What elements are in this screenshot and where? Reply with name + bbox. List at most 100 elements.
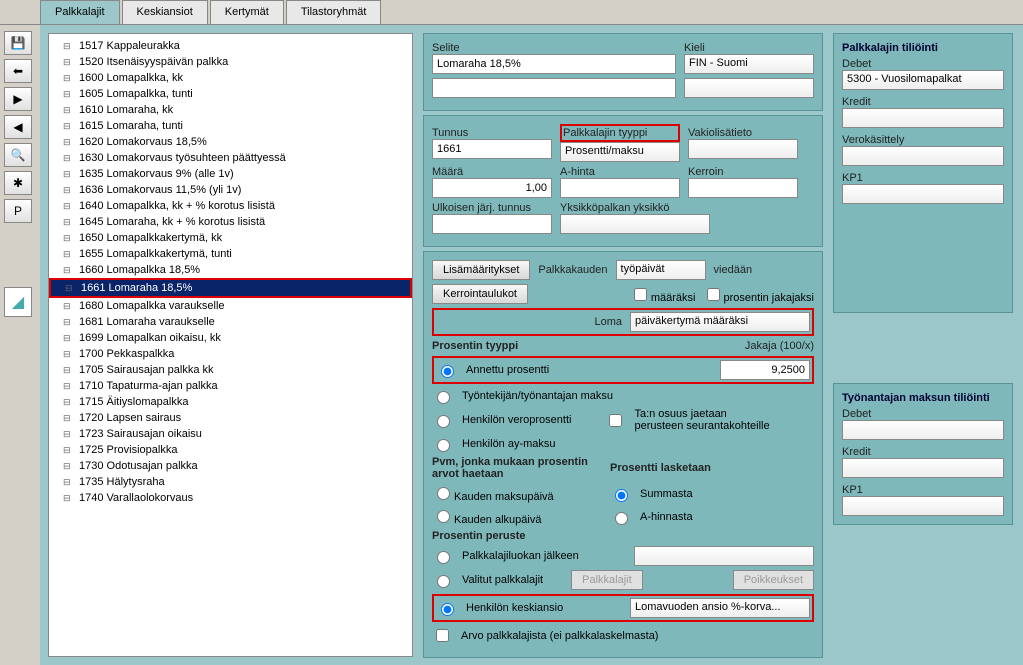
- zoom-icon[interactable]: 🔍: [4, 143, 32, 167]
- tree-item[interactable]: 1660 Lomapalkka 18,5%: [49, 262, 412, 278]
- ahi-label: A-hinnasta: [640, 511, 693, 523]
- tree-item[interactable]: 1610 Lomaraha, kk: [49, 102, 412, 118]
- tab-keskiansiot[interactable]: Keskiansiot: [122, 0, 208, 24]
- pl-header: Prosentti lasketaan: [610, 462, 711, 474]
- plt-select[interactable]: Prosentti/maksu: [560, 142, 680, 162]
- vp-radio[interactable]: [437, 575, 450, 588]
- ulk-input[interactable]: [432, 214, 552, 234]
- tree-item[interactable]: 1710 Tapaturma-ajan palkka: [49, 378, 412, 394]
- jakaja-label: Jakaja (100/x): [745, 340, 814, 352]
- p-button[interactable]: P: [4, 199, 32, 223]
- tunnus-input[interactable]: [432, 139, 552, 159]
- tab-tilastoryhmat[interactable]: Tilastoryhmät: [286, 0, 382, 24]
- tab-bar: Palkkalajit Keskiansiot Kertymät Tilasto…: [0, 0, 1023, 25]
- debet-select[interactable]: 5300 - Vuosilomapalkat: [842, 70, 1004, 90]
- tree-item[interactable]: 1645 Lomaraha, kk + % korotus lisistä: [49, 214, 412, 230]
- ahi-radio[interactable]: [615, 512, 628, 525]
- tree-item[interactable]: 1620 Lomakorvaus 18,5%: [49, 134, 412, 150]
- hay-radio[interactable]: [437, 439, 450, 452]
- plt-label: Palkkalajin tyyppi: [560, 124, 680, 142]
- tree-item[interactable]: 1705 Sairausajan palkka kk: [49, 362, 412, 378]
- tree-item[interactable]: 1517 Kappaleurakka: [49, 38, 412, 54]
- ahinta-input[interactable]: [560, 178, 680, 198]
- debet2-select[interactable]: [842, 420, 1004, 440]
- save-icon[interactable]: 💾: [4, 31, 32, 55]
- tree-item[interactable]: 1615 Lomaraha, tunti: [49, 118, 412, 134]
- tree-item[interactable]: 1520 Itsenäisyyspäivän palkka: [49, 54, 412, 70]
- left-toolbar: 💾 ⬅ ▶ ◀ 🔍 ✱ P ◢: [0, 25, 40, 665]
- tree-item[interactable]: 1630 Lomakorvaus työsuhteen päättyessä: [49, 150, 412, 166]
- maara-input[interactable]: [432, 178, 552, 198]
- loma-select[interactable]: päiväkertymä määräksi: [630, 312, 810, 332]
- hk-radio[interactable]: [441, 603, 454, 616]
- sum-radio[interactable]: [615, 489, 628, 502]
- tree-item[interactable]: 1725 Provisiopalkka: [49, 442, 412, 458]
- tree-item[interactable]: 1700 Pekkaspalkka: [49, 346, 412, 362]
- tab-kertymat[interactable]: Kertymät: [210, 0, 284, 24]
- tree-item[interactable]: 1735 Hälytysraha: [49, 474, 412, 490]
- kieli2-select[interactable]: [684, 78, 814, 98]
- km-radio[interactable]: [437, 487, 450, 500]
- tree-item[interactable]: 1723 Sairausajan oikaisu: [49, 426, 412, 442]
- yks-label: Yksikköpalkan yksikkö: [560, 202, 710, 214]
- maaraksi-checkbox[interactable]: [634, 288, 647, 301]
- tree-item[interactable]: 1636 Lomakorvaus 11,5% (yli 1v): [49, 182, 412, 198]
- tree-item[interactable]: 1661 Lomaraha 18,5%: [49, 278, 412, 298]
- kerrointaulukot-button[interactable]: Kerrointaulukot: [432, 284, 528, 304]
- km-label: Kauden maksupäivä: [454, 491, 554, 503]
- tt-label: Työntekijän/työnantajan maksu: [462, 390, 613, 402]
- back-icon[interactable]: ⬅: [4, 59, 32, 83]
- tree-item[interactable]: 1605 Lomapalkka, tunti: [49, 86, 412, 102]
- tree-item[interactable]: 1681 Lomaraha varaukselle: [49, 314, 412, 330]
- tyopaivat-select[interactable]: työpäivät: [616, 260, 706, 280]
- tree-item[interactable]: 1740 Varallaolokorvaus: [49, 490, 412, 506]
- tree-item[interactable]: 1699 Lomapalkan oikaisu, kk: [49, 330, 412, 346]
- tree-item[interactable]: 1730 Odotusajan palkka: [49, 458, 412, 474]
- arvo-checkbox[interactable]: [436, 629, 449, 642]
- tree-item[interactable]: 1720 Lapsen sairaus: [49, 410, 412, 426]
- rewind-icon[interactable]: ◀: [4, 115, 32, 139]
- tree-item[interactable]: 1680 Lomapalkka varaukselle: [49, 298, 412, 314]
- plj-radio[interactable]: [437, 551, 450, 564]
- tab-palkkalajit[interactable]: Palkkalajit: [40, 0, 120, 24]
- plj-select[interactable]: [634, 546, 814, 566]
- vak-label: Vakiolisätieto: [688, 127, 798, 139]
- tree-item[interactable]: 1650 Lomapalkkakertymä, kk: [49, 230, 412, 246]
- ap-input[interactable]: [720, 360, 810, 380]
- kredit2-select[interactable]: [842, 458, 1004, 478]
- yks-select[interactable]: [560, 214, 710, 234]
- vero-select[interactable]: [842, 146, 1004, 166]
- play-icon[interactable]: ▶: [4, 87, 32, 111]
- tree-item[interactable]: 1635 Lomakorvaus 9% (alle 1v): [49, 166, 412, 182]
- debet-label: Debet: [842, 58, 1004, 70]
- selite2-input[interactable]: [432, 78, 676, 98]
- tree-item[interactable]: 1655 Lomapalkkakertymä, tunti: [49, 246, 412, 262]
- pp-header: Prosentin peruste: [432, 530, 526, 542]
- hay-label: Henkilön ay-maksu: [462, 438, 556, 450]
- hv-radio[interactable]: [437, 415, 450, 428]
- kredit-select[interactable]: [842, 108, 1004, 128]
- kerroin-input[interactable]: [688, 178, 798, 198]
- ap-radio[interactable]: [441, 365, 454, 378]
- lisamaaritykset-button[interactable]: Lisämääritykset: [432, 260, 530, 280]
- prosj-checkbox[interactable]: [707, 288, 720, 301]
- kp12-select[interactable]: [842, 496, 1004, 516]
- tree-list[interactable]: 1517 Kappaleurakka1520 Itsenäisyyspäivän…: [48, 33, 413, 657]
- tt-radio[interactable]: [437, 391, 450, 404]
- hk-select[interactable]: Lomavuoden ansio %-korva...: [630, 598, 810, 618]
- tree-item[interactable]: 1640 Lomapalkka, kk + % korotus lisistä: [49, 198, 412, 214]
- ulk-label: Ulkoisen järj. tunnus: [432, 202, 552, 214]
- vero-label: Verokäsittely: [842, 134, 1004, 146]
- debet2-label: Debet: [842, 408, 1004, 420]
- selite-input[interactable]: [432, 54, 676, 74]
- vak-select[interactable]: [688, 139, 798, 159]
- ap-label: Annettu prosentti: [466, 364, 549, 376]
- kp12-label: KP1: [842, 484, 1004, 496]
- kieli-select[interactable]: FIN - Suomi: [684, 54, 814, 74]
- tree-item[interactable]: 1600 Lomapalkka, kk: [49, 70, 412, 86]
- add-icon[interactable]: ✱: [4, 171, 32, 195]
- ka-radio[interactable]: [437, 510, 450, 523]
- tree-item[interactable]: 1715 Äitiyslomapalkka: [49, 394, 412, 410]
- taj-checkbox[interactable]: [609, 414, 622, 427]
- kp1-select[interactable]: [842, 184, 1004, 204]
